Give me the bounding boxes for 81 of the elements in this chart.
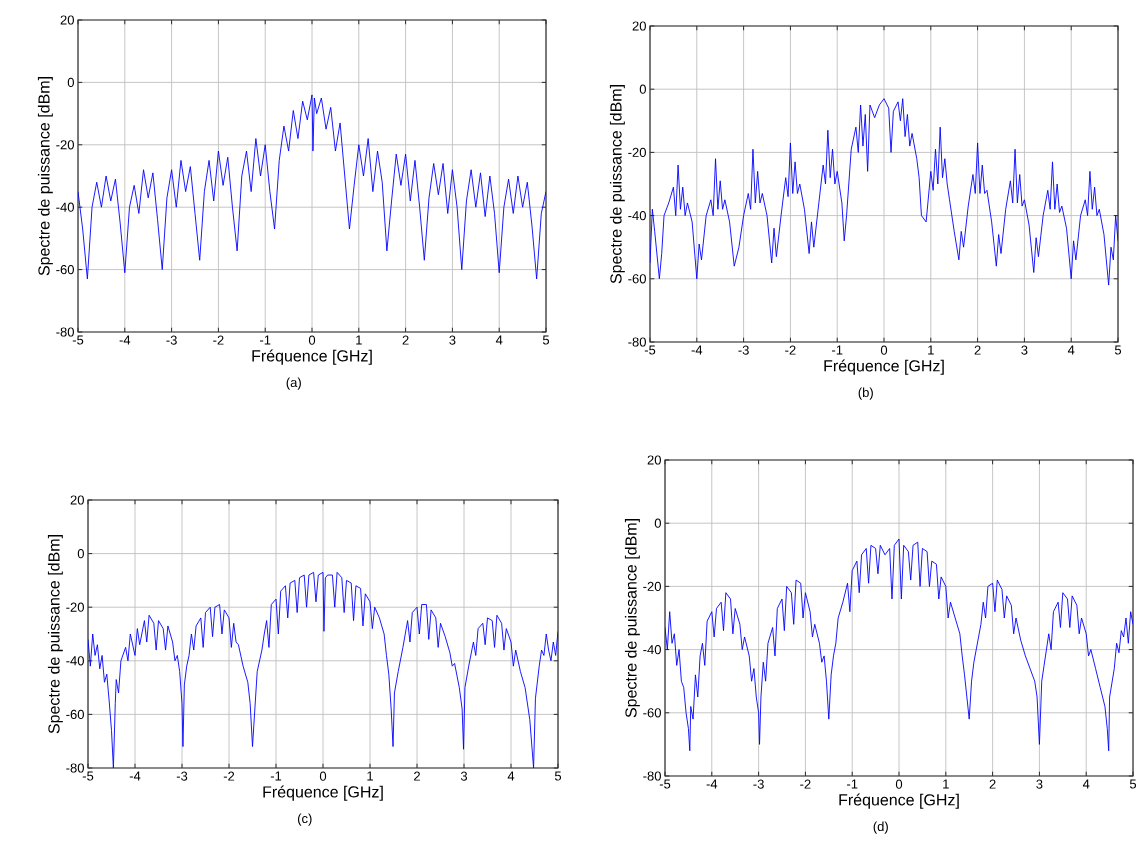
x-tick-label: -2: [213, 335, 224, 345]
x-axis-title: Fréquence [GHz]: [263, 785, 383, 801]
x-tick-label: 5: [554, 771, 562, 781]
x-tick-label: -3: [166, 335, 177, 345]
x-tick-label: 0: [308, 335, 316, 345]
y-tick-label: 0: [77, 548, 84, 559]
y-tick-label: 0: [639, 84, 646, 94]
x-tick-label: 2: [414, 771, 420, 781]
x-tick-label: -3: [176, 771, 188, 781]
x-tick-label: 0: [880, 345, 888, 355]
x-tick-label: 5: [1114, 345, 1122, 355]
x-tick-label: 1: [367, 771, 373, 781]
text: (d): [873, 821, 888, 834]
x-tick-label: 3: [1021, 345, 1028, 355]
y-tick-label: -80: [56, 327, 74, 337]
y-tick-label: -20: [56, 140, 74, 150]
y-tick-label: 20: [647, 455, 661, 465]
line-series: [78, 94, 547, 280]
x-tick-label: -2: [800, 779, 811, 789]
x-tick-label: 0: [895, 779, 903, 789]
y-tick-label: -80: [66, 763, 84, 773]
x-tick-label: 4: [507, 771, 515, 781]
text: (b): [858, 387, 873, 400]
text: (a): [286, 377, 301, 390]
y-axis-title: Spectre de puissance [dBm]: [609, 85, 625, 284]
x-tick-label: -2: [223, 771, 235, 781]
x-axis-title: Fréquence [GHz]: [839, 793, 959, 809]
x-tick-label: 3: [460, 771, 468, 781]
y-tick-label: -60: [628, 274, 646, 284]
y-tick-label: -80: [628, 337, 646, 347]
y-tick-label: 20: [60, 15, 74, 25]
x-tick-label: -4: [129, 771, 141, 781]
x-tick-label: 1: [943, 779, 949, 789]
x-tick-label: 3: [1036, 779, 1043, 789]
y-tick-label: -80: [643, 771, 661, 781]
x-tick-label: -2: [785, 345, 796, 355]
y-tick-label: -60: [66, 709, 84, 719]
x-tick-label: -3: [738, 345, 749, 355]
y-tick-label: 20: [632, 21, 646, 31]
y-tick-label: 0: [67, 77, 74, 87]
x-tick-label: 2: [989, 779, 996, 789]
x-tick-label: -5: [644, 345, 656, 355]
x-tick-label: 4: [495, 335, 503, 345]
x-axis-title: Fréquence [GHz]: [824, 359, 944, 375]
y-tick-label: -40: [628, 210, 646, 221]
x-tick-label: -4: [691, 345, 703, 355]
y-tick-label: 0: [654, 518, 661, 528]
text: (c): [297, 813, 312, 826]
x-tick-label: -1: [260, 335, 271, 345]
y-tick-label: 20: [70, 495, 84, 505]
x-tick-label: -1: [847, 779, 858, 789]
x-tick-label: -4: [119, 335, 131, 345]
x-tick-label: 1: [928, 345, 934, 355]
y-axis-title: Spectre de puissance [dBm]: [624, 519, 640, 718]
x-tick-label: -5: [82, 771, 94, 781]
x-tick-label: 0: [319, 771, 327, 781]
x-axis-title: Fréquence [GHz]: [252, 349, 372, 365]
y-tick-label: -40: [643, 644, 661, 655]
x-tick-label: 3: [449, 335, 456, 345]
x-tick-label: 2: [974, 345, 981, 355]
y-tick-label: -40: [66, 656, 84, 666]
y-tick-label: -40: [56, 202, 74, 212]
x-tick-label: 5: [1129, 779, 1137, 789]
x-tick-label: 4: [1082, 779, 1090, 789]
x-tick-label: -1: [270, 771, 282, 781]
y-tick-label: -20: [66, 602, 84, 612]
x-tick-label: 2: [402, 335, 409, 345]
y-tick-label: -60: [56, 264, 74, 275]
y-tick-label: -20: [643, 581, 661, 591]
x-tick-label: -5: [659, 779, 671, 789]
y-axis-title: Spectre de puissance [dBm]: [47, 535, 63, 734]
x-tick-label: 5: [542, 335, 550, 345]
x-tick-label: -1: [832, 345, 843, 355]
x-tick-label: 4: [1067, 345, 1075, 355]
y-axis-title: Spectre de puissance [dBm]: [37, 77, 53, 276]
x-tick-label: -3: [753, 779, 764, 789]
y-tick-label: -60: [643, 708, 661, 718]
x-tick-label: 1: [356, 335, 362, 345]
x-tick-label: -4: [706, 779, 718, 789]
x-tick-label: -5: [72, 335, 84, 345]
y-tick-label: -20: [628, 147, 646, 157]
